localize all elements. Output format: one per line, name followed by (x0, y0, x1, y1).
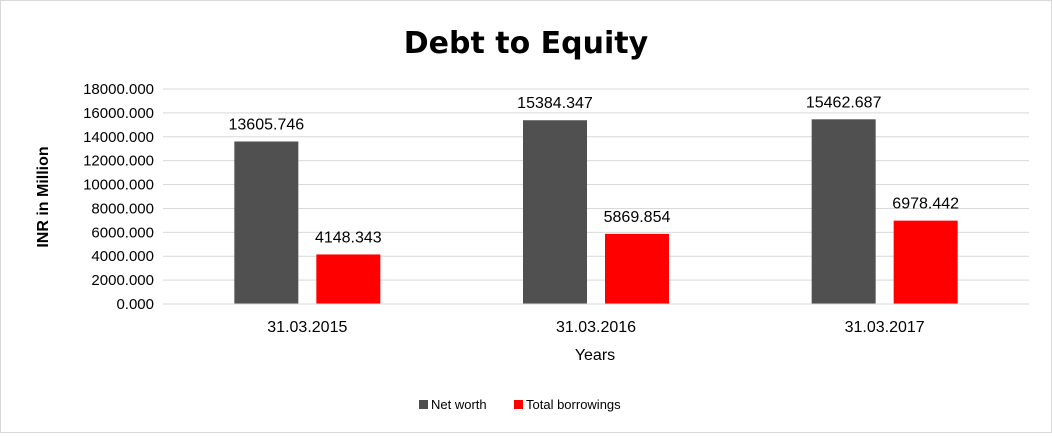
data-label: 6978.442 (892, 196, 959, 213)
legend-label-0: Net worth (431, 397, 487, 412)
bar-1-1 (605, 233, 669, 304)
y-tick-label: 14000.000 (83, 129, 154, 146)
legend-swatch-1 (514, 400, 523, 409)
legend-swatch-0 (419, 400, 428, 409)
x-axis-ticks: 31.03.2015 31.03.2016 31.03.2017 (267, 319, 925, 336)
y-tick-label: 8000.000 (91, 200, 154, 217)
y-tick-label: 12000.000 (83, 153, 154, 170)
bar-0-2 (811, 119, 876, 304)
data-label: 5869.854 (604, 209, 671, 226)
bars (234, 119, 958, 304)
legend-label-1: Total borrowings (526, 397, 621, 412)
x-tick-label: 31.03.2016 (556, 319, 636, 336)
y-tick-label: 6000.000 (91, 224, 154, 241)
data-label: 4148.343 (315, 229, 382, 246)
x-tick-label: 31.03.2017 (845, 319, 925, 336)
y-tick-label: 10000.000 (83, 177, 154, 194)
chart-title: Debt to Equity (404, 26, 649, 61)
x-axis-title: Years (575, 347, 615, 364)
y-tick-label: 18000.000 (83, 81, 154, 98)
data-label: 15384.347 (517, 95, 593, 112)
data-label: 13605.746 (229, 116, 305, 133)
data-labels: 13605.746 4148.343 15384.347 5869.854 15462.… (229, 94, 960, 246)
gridlines (163, 88, 1029, 281)
bar-0-1 (523, 120, 587, 304)
bar-1-0 (316, 254, 381, 304)
y-axis-ticks: 0.000 2000.000 4000.000 6000.000 8000.000 100… (83, 81, 154, 313)
y-tick-label: 0.000 (116, 296, 154, 313)
y-tick-label: 16000.000 (83, 105, 154, 122)
y-tick-label: 2000.000 (91, 272, 154, 289)
y-axis-title: INR in Million (35, 146, 52, 247)
bar-1-2 (893, 220, 958, 304)
y-tick-label: 4000.000 (91, 248, 154, 265)
x-tick-label: 31.03.2015 (267, 319, 347, 336)
legend: Net worth Total borrowings (419, 397, 621, 412)
data-label: 15462.687 (806, 94, 882, 111)
bar-0-0 (234, 141, 299, 304)
